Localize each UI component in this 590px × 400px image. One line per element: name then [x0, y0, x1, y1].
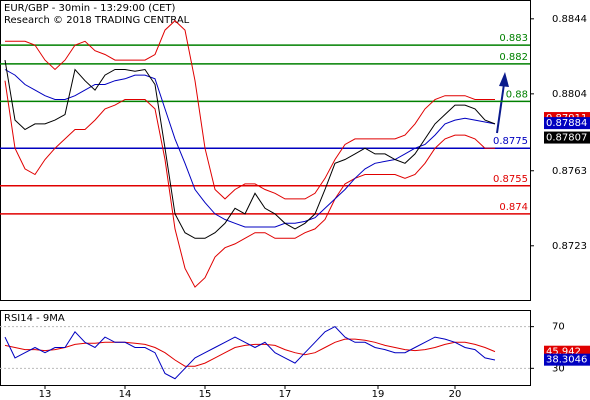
series-line — [4, 69, 496, 228]
level-label: 0.883 — [499, 33, 528, 44]
rsi-title: RSI14 - 9MA — [4, 313, 65, 324]
level-label: 0.88 — [506, 89, 528, 100]
price-tag-label: 0.87884 — [546, 118, 587, 129]
y-tick-label: 30 — [552, 363, 565, 374]
series-line — [4, 80, 495, 288]
price-panel — [0, 0, 531, 301]
y-tick-label: 0.8804 — [552, 89, 587, 100]
y-tick-label: 0.8723 — [552, 241, 587, 252]
rsi-panel — [0, 310, 531, 386]
x-tick-label: 19 — [372, 389, 385, 400]
x-tick-label: 17 — [279, 389, 292, 400]
arrow-head — [499, 72, 509, 87]
y-tick-label: 0.8844 — [552, 14, 587, 25]
chart-subtitle: Research © 2018 TRADING CENTRAL — [4, 15, 190, 26]
series-line — [4, 325, 496, 380]
x-tick-label: 14 — [119, 389, 132, 400]
chart-title: EUR/GBP - 30min - 13:29:00 (CET) — [4, 3, 176, 14]
price-tag — [544, 131, 590, 144]
level-label: 0.874 — [499, 202, 528, 213]
series-line — [4, 60, 496, 239]
price-tag-label: 0.87807 — [546, 133, 587, 144]
x-tick-label: 15 — [199, 389, 212, 400]
level-label: 0.882 — [499, 52, 528, 63]
price-tag — [544, 353, 590, 366]
level-label: 0.8775 — [493, 136, 528, 147]
y-tick-label: 0.8763 — [552, 166, 587, 177]
x-tick-label: 20 — [449, 389, 462, 400]
series-line — [4, 338, 496, 367]
y-tick-label: 70 — [552, 322, 565, 333]
x-tick-label: 13 — [39, 389, 52, 400]
level-label: 0.8755 — [493, 174, 528, 185]
price-tag-label: 38.3046 — [546, 355, 587, 366]
price-tag-label: 45.942 — [546, 347, 581, 358]
price-tag — [544, 117, 590, 130]
arrow-shaft — [496, 83, 505, 134]
series-line — [5, 20, 495, 200]
